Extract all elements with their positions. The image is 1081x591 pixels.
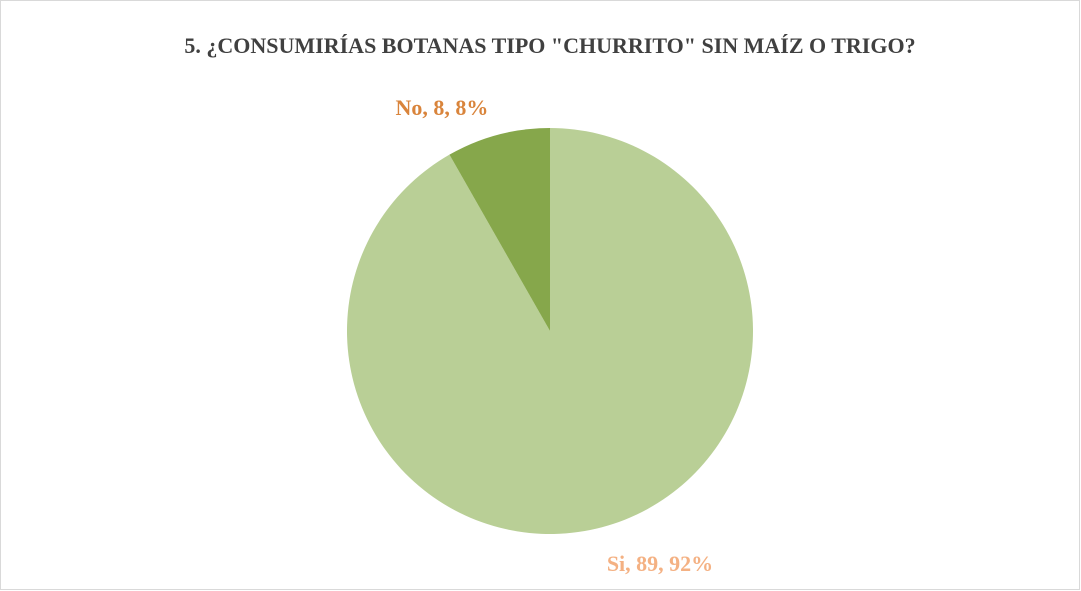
pie-slice xyxy=(449,128,550,331)
data-label: Si, 89, 92% xyxy=(607,551,713,576)
data-label: No, 8, 8% xyxy=(396,95,489,120)
pie-slice xyxy=(346,128,753,534)
chart-title: 5. ¿CONSUMIRÍAS BOTANAS TIPO "CHURRITO" … xyxy=(184,33,915,58)
